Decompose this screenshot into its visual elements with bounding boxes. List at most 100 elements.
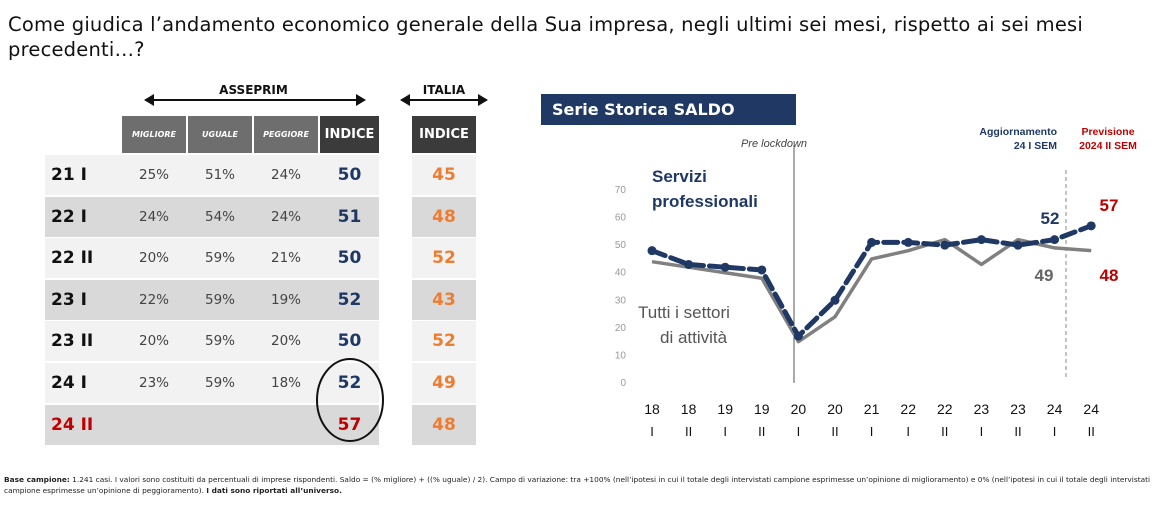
series-point-servizi-professionali bbox=[684, 259, 694, 269]
table-row: 23 I 22% 59% 19% 52 bbox=[45, 279, 379, 320]
cell-migliore: 25% bbox=[138, 167, 169, 183]
x-tick-label: 24 bbox=[1047, 401, 1063, 417]
cell-migliore: 22% bbox=[138, 291, 169, 308]
line-chart: 01020304050607018I18II19I19II20I20II21I2… bbox=[615, 126, 1137, 439]
series-label-attivita: di attività bbox=[660, 328, 728, 347]
series-point-servizi-professionali bbox=[903, 237, 913, 247]
series-point-servizi-professionali bbox=[757, 265, 767, 275]
cell-migliore: 24% bbox=[138, 208, 169, 225]
x-tick-sublabel: II bbox=[685, 424, 692, 439]
cell-italia-indice: 52 bbox=[412, 238, 476, 279]
x-tick-label: 19 bbox=[754, 401, 770, 417]
x-tick-label: 22 bbox=[937, 401, 953, 417]
cell-peggiore: 24% bbox=[270, 167, 301, 183]
footnote-bold-tail: I dati sono riportati all’universo. bbox=[206, 486, 342, 495]
y-tick-label: 30 bbox=[615, 295, 627, 306]
value-label-52: 52 bbox=[1041, 209, 1060, 228]
footnote-text: 1.241 casi. I valori sono costituiti da … bbox=[4, 475, 1151, 495]
cell-italia-indice: 49 bbox=[412, 363, 476, 403]
cell-migliore: 20% bbox=[138, 333, 169, 350]
x-tick-sublabel: II bbox=[1014, 424, 1021, 439]
x-tick-sublabel: I bbox=[650, 424, 654, 439]
aggiornamento-label: Aggiornamento bbox=[979, 126, 1057, 138]
cell-uguale: 54% bbox=[204, 208, 235, 225]
cell-peggiore: 24% bbox=[270, 208, 301, 225]
x-tick-label: 21 bbox=[864, 401, 880, 417]
cell-uguale: 59% bbox=[204, 291, 235, 308]
italia-label: ITALIA bbox=[415, 83, 473, 97]
cell-italia-indice: 48 bbox=[412, 404, 476, 445]
table-row: 21 I 25% 51% 24% 50 bbox=[45, 155, 379, 195]
cell-indice: 52 bbox=[337, 289, 362, 310]
cell-peggiore: 21% bbox=[270, 250, 301, 267]
cell-indice: 50 bbox=[337, 331, 362, 352]
x-tick-sublabel: II bbox=[1088, 424, 1095, 439]
y-tick-label: 10 bbox=[615, 350, 627, 361]
aggiornamento-sem-label: 24 I SEM bbox=[1014, 140, 1057, 152]
y-tick-label: 60 bbox=[615, 213, 627, 224]
series-point-servizi-professionali bbox=[976, 235, 986, 245]
x-tick-sublabel: I bbox=[870, 424, 874, 439]
cell-uguale: 59% bbox=[204, 333, 235, 350]
cell-italia-indice: 45 bbox=[412, 155, 476, 195]
table-row: 22 I 24% 54% 24% 51 bbox=[45, 196, 379, 237]
header-indice: INDICE bbox=[320, 116, 379, 153]
footnote-base-label: Base campione: bbox=[4, 475, 70, 484]
cell-peggiore: 20% bbox=[270, 333, 301, 350]
series-point-servizi-professionali bbox=[940, 240, 950, 250]
x-tick-sublabel: I bbox=[906, 424, 910, 439]
series-label-servizi: Servizi bbox=[652, 167, 707, 186]
cell-indice: 52 bbox=[337, 373, 362, 393]
row-label: 21 I bbox=[51, 165, 87, 185]
header-peggiore: PEGGIORE bbox=[254, 116, 318, 153]
previsione-label: Previsione bbox=[1081, 126, 1134, 138]
cell-indice: 51 bbox=[337, 206, 362, 227]
x-tick-label: 18 bbox=[681, 401, 697, 417]
cell-italia-indice: 43 bbox=[412, 279, 476, 320]
table-row: 23 II 20% 59% 20% 50 bbox=[45, 321, 379, 362]
pre-lockdown-label: Pre lockdown bbox=[741, 138, 807, 150]
x-tick-label: 23 bbox=[974, 401, 990, 417]
y-tick-label: 0 bbox=[620, 378, 626, 389]
table-row: 22 II 20% 59% 21% 50 bbox=[45, 238, 379, 279]
row-label: 24 I bbox=[51, 373, 87, 393]
x-tick-label: 24 bbox=[1083, 401, 1099, 417]
series-label-tutti: Tutti i settori bbox=[638, 303, 730, 322]
cell-uguale: 59% bbox=[204, 375, 235, 391]
cell-migliore: 23% bbox=[138, 375, 169, 391]
value-label-48: 48 bbox=[1100, 266, 1119, 285]
cell-uguale: 51% bbox=[204, 167, 235, 183]
header-italia-indice: INDICE bbox=[412, 116, 476, 153]
y-tick-label: 40 bbox=[615, 268, 627, 279]
italia-arrow bbox=[400, 94, 488, 106]
y-tick-label: 20 bbox=[615, 323, 627, 334]
x-tick-sublabel: II bbox=[758, 424, 765, 439]
series-point-servizi-professionali bbox=[647, 246, 657, 256]
cell-italia-indice: 52 bbox=[412, 321, 476, 362]
cell-peggiore: 18% bbox=[270, 375, 301, 391]
x-tick-label: 20 bbox=[791, 401, 807, 417]
asseprim-arrow bbox=[144, 94, 366, 106]
x-tick-sublabel: II bbox=[831, 424, 838, 439]
asseprim-label: ASSEPRIM bbox=[196, 83, 311, 97]
x-tick-label: 22 bbox=[900, 401, 916, 417]
row-label: 24 II bbox=[51, 414, 94, 435]
row-label: 22 I bbox=[51, 206, 87, 227]
value-label-57: 57 bbox=[1100, 196, 1119, 215]
series-point-servizi-professionali bbox=[1050, 235, 1060, 245]
x-tick-label: 23 bbox=[1010, 401, 1026, 417]
y-tick-label: 50 bbox=[615, 240, 627, 251]
x-tick-label: 20 bbox=[827, 401, 843, 417]
row-label: 22 II bbox=[51, 248, 94, 269]
footnote: Base campione: 1.241 casi. I valori sono… bbox=[4, 474, 1154, 496]
cell-migliore: 20% bbox=[138, 250, 169, 267]
y-tick-label: 70 bbox=[615, 185, 627, 196]
series-point-servizi-professionali bbox=[867, 237, 877, 247]
row-label: 23 I bbox=[51, 289, 87, 310]
x-tick-label: 18 bbox=[644, 401, 660, 417]
cell-uguale: 59% bbox=[204, 250, 235, 267]
previsione-sem-label: 2024 II SEM bbox=[1079, 140, 1137, 152]
cell-italia-indice: 48 bbox=[412, 196, 476, 237]
x-tick-sublabel: I bbox=[1053, 424, 1057, 439]
series-point-servizi-professionali bbox=[793, 331, 803, 341]
